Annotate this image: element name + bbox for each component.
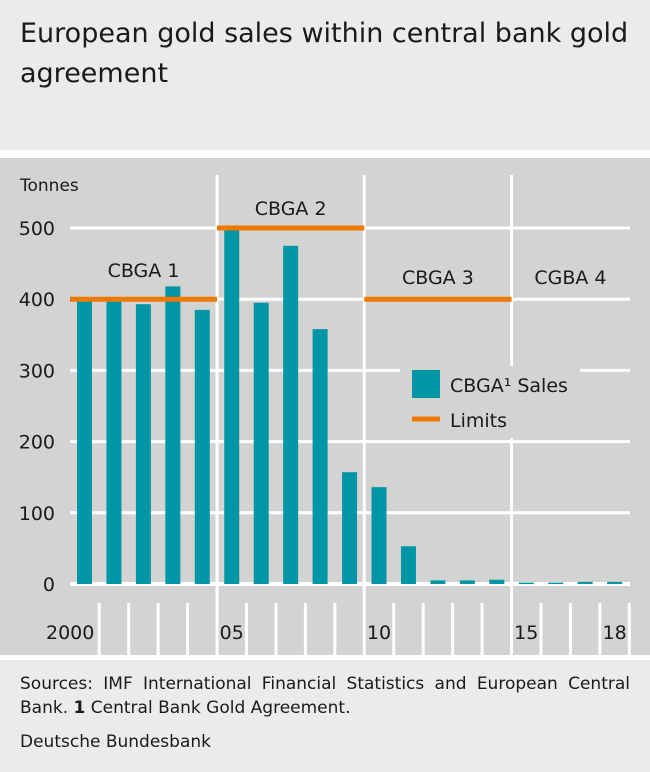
bar-2003 bbox=[165, 286, 181, 584]
bar-2012 bbox=[430, 580, 446, 584]
sources-text: Sources: IMF International Financial Sta… bbox=[20, 674, 630, 718]
period-label: CBGA 1 bbox=[108, 260, 180, 282]
period-label: CGBA 4 bbox=[534, 267, 606, 289]
bar-2008 bbox=[312, 329, 328, 584]
period-label: CBGA 2 bbox=[255, 198, 327, 220]
bar-2002 bbox=[135, 304, 151, 584]
bar-2018 bbox=[607, 581, 623, 584]
bar-2007 bbox=[283, 245, 299, 585]
period-label: CBGA 3 bbox=[402, 267, 474, 289]
legend-label-limits: Limits bbox=[450, 410, 507, 432]
y-tick-label: 100 bbox=[19, 503, 55, 525]
y-axis-label: Tonnes bbox=[19, 176, 79, 196]
y-tick-label: 400 bbox=[19, 289, 55, 311]
bar-2004 bbox=[194, 309, 210, 584]
bar-2017 bbox=[577, 581, 593, 584]
bar-2001 bbox=[106, 297, 122, 584]
legend-swatch-sales bbox=[412, 370, 440, 398]
bar-2006 bbox=[253, 302, 269, 584]
bar-2010 bbox=[371, 487, 387, 584]
x-tick-label: 10 bbox=[367, 622, 391, 644]
y-tick-label: 500 bbox=[19, 218, 55, 240]
y-tick-label: 300 bbox=[19, 360, 55, 382]
bar-2009 bbox=[342, 472, 358, 584]
bar-2014 bbox=[489, 579, 505, 584]
bar-2005 bbox=[224, 230, 240, 585]
legend-label-sales: CBGA¹ Sales bbox=[450, 375, 568, 397]
bar-2015 bbox=[518, 582, 534, 585]
bar-2011 bbox=[400, 546, 416, 584]
x-tick-label: 2000 bbox=[46, 622, 94, 644]
chart-title: European gold sales within central bank … bbox=[20, 18, 629, 89]
y-tick-label: 200 bbox=[19, 432, 55, 454]
organization: Deutsche Bundesbank bbox=[20, 732, 211, 752]
bar-2000 bbox=[77, 299, 92, 584]
footer: Sources: IMF International Financial Sta… bbox=[0, 660, 650, 772]
x-tick-label: 05 bbox=[220, 622, 244, 644]
y-tick-label: 0 bbox=[43, 574, 55, 596]
chart-area: 0 100 200 300 400 500 Tonnes CBGA 1 CBGA 2 CBGA 3… bbox=[0, 158, 650, 655]
bar-2013 bbox=[459, 580, 475, 584]
sources-note: Sources: IMF International Financial Sta… bbox=[20, 672, 630, 720]
chart-svg: 0 100 200 300 400 500 Tonnes CBGA 1 CBGA 2 CBGA 3… bbox=[19, 175, 631, 655]
x-tick-label: 18 bbox=[603, 622, 627, 644]
title-band: European gold sales within central bank … bbox=[0, 0, 650, 150]
x-tick-label: 15 bbox=[514, 622, 538, 644]
footnote-mark: 1 bbox=[73, 698, 86, 718]
bar-2016 bbox=[548, 582, 564, 585]
footnote-text: Central Bank Gold Agreement. bbox=[90, 698, 351, 718]
